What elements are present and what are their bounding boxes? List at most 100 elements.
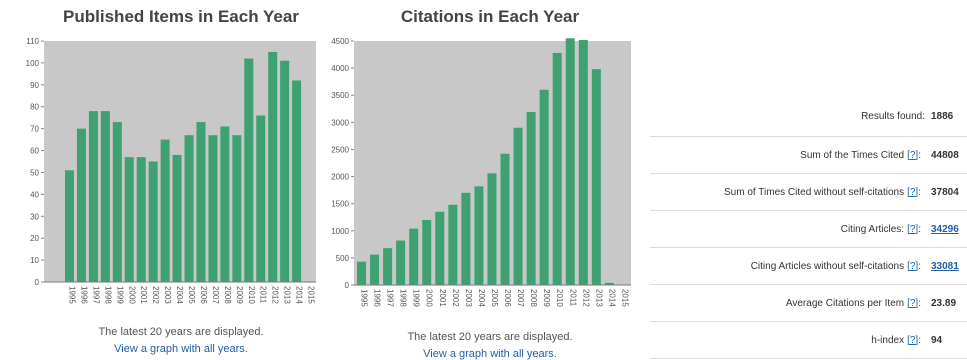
x-tick-label: 2014: [607, 289, 616, 307]
bar: [591, 69, 601, 285]
x-tick-label: 2000: [127, 286, 136, 304]
x-tick-label: 1999: [412, 289, 421, 307]
x-tick-label: 1998: [103, 286, 112, 304]
y-tick-label: 1000: [331, 227, 349, 236]
bar: [184, 135, 194, 282]
x-tick-label: 2013: [283, 286, 292, 304]
citing-articles-link[interactable]: 34296: [931, 223, 959, 235]
bar: [565, 38, 575, 286]
bar: [513, 127, 523, 285]
x-tick-label: 1995: [68, 286, 77, 304]
x-tick-label: 2005: [187, 286, 196, 304]
x-tick-label: 1997: [386, 289, 395, 307]
stat-label: h-index: [871, 334, 905, 346]
x-tick-label: 2009: [542, 289, 551, 307]
y-tick-label: 2000: [331, 173, 349, 182]
x-tick-label: 1996: [79, 286, 88, 304]
x-tick-label: 2011: [259, 286, 268, 304]
help-link[interactable]: [?]: [907, 149, 919, 161]
y-tick-label: 40: [30, 190, 39, 199]
bar: [474, 186, 484, 285]
bar: [370, 254, 380, 285]
x-tick-label: 2008: [529, 289, 538, 307]
bar: [232, 135, 242, 282]
y-tick-label: 4500: [331, 37, 349, 46]
x-tick-label: 2010: [247, 286, 256, 304]
y-tick-label: 2500: [331, 145, 349, 154]
stat-label: Results found:: [861, 110, 925, 122]
help-link[interactable]: [?]: [907, 260, 919, 272]
x-tick-label: 2015: [620, 289, 629, 307]
x-tick-label: 2007: [211, 286, 220, 304]
y-tick-label: 20: [30, 234, 39, 243]
bar: [136, 157, 146, 282]
bar: [100, 111, 110, 282]
citing-articles-without-self-link[interactable]: 33081: [931, 260, 959, 272]
x-tick-label: 2003: [464, 289, 473, 307]
bar: [578, 39, 588, 285]
y-tick-label: 100: [26, 59, 40, 68]
citation-report-stats: Results found: 1886 Sum of the Times Cit…: [650, 96, 967, 359]
bar: [357, 261, 366, 285]
x-tick-label: 1999: [115, 286, 124, 304]
y-tick-label: 70: [30, 125, 39, 134]
citations-chart: 0 500 1000 1500 2000 2500 3000 3500 4000 4500 1995…: [331, 37, 631, 307]
stat-value: 44808: [931, 149, 959, 161]
bar: [76, 128, 86, 282]
x-tick-label: 2004: [477, 289, 486, 307]
bar: [539, 89, 549, 285]
y-tick-label: 3500: [331, 91, 349, 100]
stat-value: 94: [931, 334, 943, 346]
bar: [65, 170, 74, 282]
stat-row-average-citations: Average Citations per Item [?] : 23.89: [650, 285, 967, 322]
bar: [172, 154, 182, 282]
view-all-years-link[interactable]: View a graph with all years.: [114, 343, 248, 355]
chart-caption: The latest 20 years are displayed.: [98, 326, 264, 338]
x-tick-label: 2012: [581, 289, 590, 307]
bar: [604, 282, 614, 285]
bar: [409, 228, 419, 285]
help-link[interactable]: [?]: [907, 334, 919, 346]
bar: [526, 112, 536, 285]
x-tick-label: 2012: [271, 286, 280, 304]
view-all-years-link[interactable]: View a graph with all years.: [423, 348, 557, 360]
bar: [280, 60, 290, 282]
help-link[interactable]: [?]: [907, 186, 919, 198]
bar: [160, 139, 170, 282]
bar: [448, 204, 458, 285]
x-tick-label: 2010: [555, 289, 564, 307]
x-tick-label: 2007: [516, 289, 525, 307]
chart-title: Citations in Each Year: [400, 7, 580, 26]
stat-row-citing-without-self: Citing Articles without self-citations […: [650, 248, 967, 285]
x-tick-label: 1998: [399, 289, 408, 307]
y-tick-label: 90: [30, 81, 39, 90]
stat-row-h-index: h-index [?] : 94: [650, 322, 967, 359]
x-tick-label: 1997: [91, 286, 100, 304]
bar: [422, 219, 432, 285]
bar: [292, 80, 302, 282]
y-tick-label: 60: [30, 147, 39, 156]
x-tick-label: 2015: [307, 286, 316, 304]
bar: [148, 161, 158, 282]
y-tick-label: 4000: [331, 64, 349, 73]
bar: [124, 157, 134, 282]
x-tick-label: 2000: [425, 289, 434, 307]
y-tick-label: 500: [336, 254, 350, 263]
bar: [552, 52, 562, 285]
stat-row-sum-without-self: Sum of Times Cited without self-citation…: [650, 174, 967, 211]
help-link[interactable]: [?]: [907, 223, 919, 235]
y-tick-label: 0: [35, 278, 40, 287]
bar: [112, 122, 122, 283]
chart-title: Published Items in Each Year: [63, 7, 299, 26]
help-link[interactable]: [?]: [907, 297, 919, 309]
bar: [256, 115, 266, 282]
x-tick-label: 1995: [360, 289, 369, 307]
bar: [196, 122, 206, 283]
x-tick-label: 2009: [235, 286, 244, 304]
bar: [383, 248, 393, 285]
bar: [435, 211, 445, 285]
bar: [220, 126, 230, 282]
x-tick-label: 2008: [223, 286, 232, 304]
y-tick-label: 0: [345, 281, 350, 290]
